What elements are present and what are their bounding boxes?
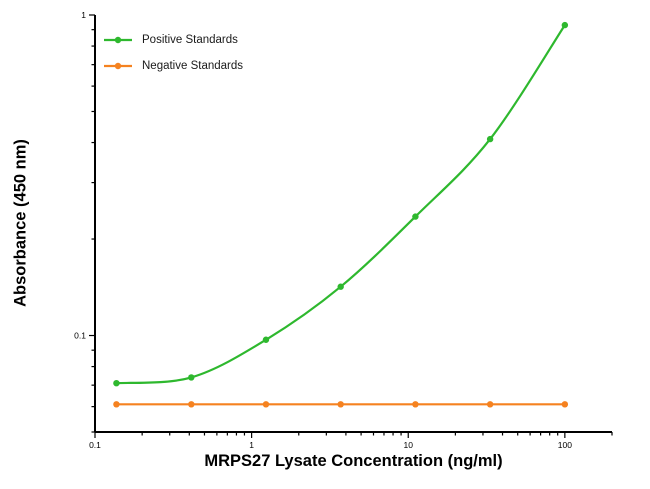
svg-text:100: 100 (558, 440, 572, 450)
legend-label-positive-standards: Positive Standards (142, 34, 238, 46)
x-axis-title: MRPS27 Lysate Concentration (ng/ml) (204, 452, 503, 470)
svg-text:10: 10 (404, 440, 414, 450)
legend-label-negative-standards: Negative Standards (142, 60, 244, 72)
positive-series-marker-icon (103, 34, 133, 46)
negative-series-marker-icon (103, 60, 133, 72)
svg-text:1: 1 (249, 440, 254, 450)
legend-item-positive-standards: Positive Standards (103, 32, 243, 48)
svg-text:1: 1 (81, 10, 86, 20)
legend-item-negative-standards: Negative Standards (103, 58, 243, 74)
legend: Positive Standards Negative Standards (103, 32, 243, 84)
svg-text:0.1: 0.1 (74, 331, 86, 341)
y-axis-title: Absorbance (450 nm) (11, 139, 30, 307)
svg-text:0.1: 0.1 (89, 440, 101, 450)
